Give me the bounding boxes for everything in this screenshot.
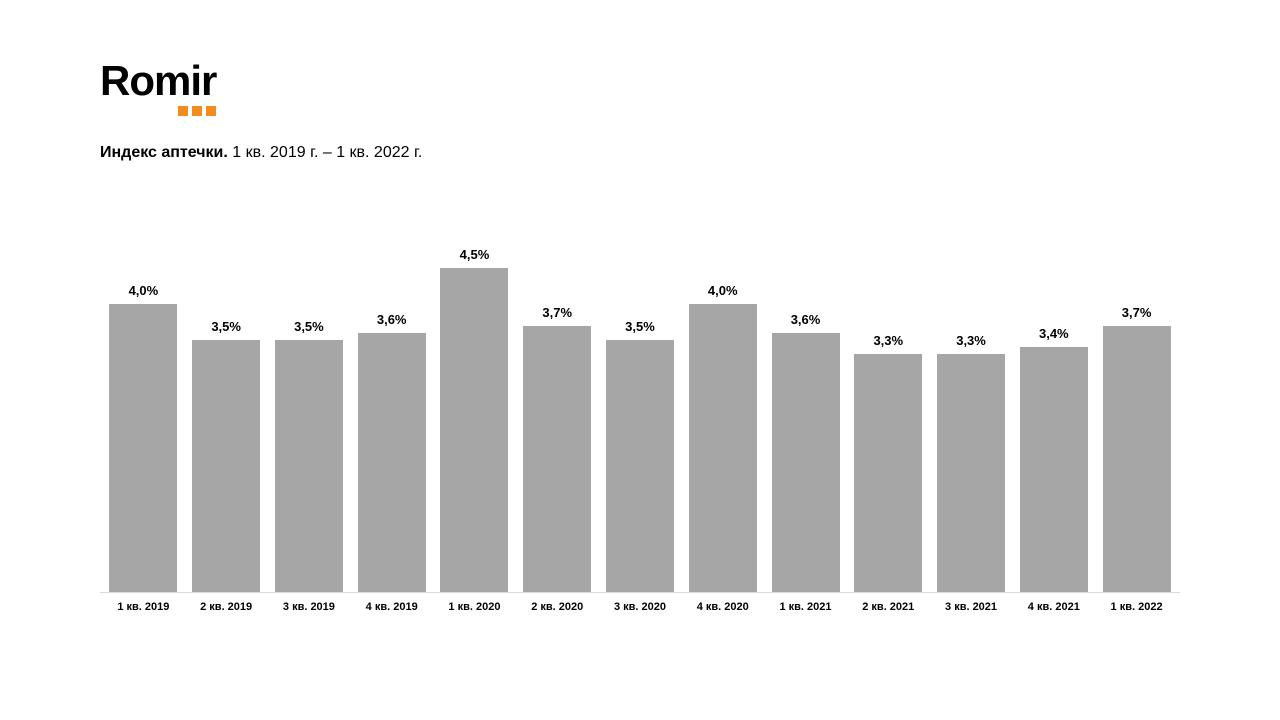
x-axis-label: 1 кв. 2022 — [1095, 601, 1178, 613]
bar — [1103, 326, 1171, 592]
x-axis-labels: 1 кв. 20192 кв. 20193 кв. 20194 кв. 2019… — [100, 593, 1180, 613]
logo-line: Romir — [100, 60, 216, 102]
x-axis-label: 3 кв. 2019 — [268, 601, 351, 613]
bar — [358, 333, 426, 592]
bar — [772, 333, 840, 592]
logo-accent-squares — [178, 106, 216, 116]
bar — [440, 268, 508, 592]
x-axis-label: 2 кв. 2021 — [847, 601, 930, 613]
bar-slot: 4,5% — [433, 202, 516, 592]
x-axis-label: 1 кв. 2019 — [102, 601, 185, 613]
bar-value-label: 3,3% — [956, 333, 986, 348]
plot-area: 4,0% 3,5% 3,5% 3,6% 4,5% 3,7% 3,5% 4,0% 3,6% 3,3%… — [100, 202, 1180, 593]
x-axis-label: 2 кв. 2020 — [516, 601, 599, 613]
x-axis-label: 1 кв. 2020 — [433, 601, 516, 613]
bar-value-label: 3,5% — [625, 319, 655, 334]
bar-slot: 3,3% — [930, 202, 1013, 592]
bar-value-label: 4,0% — [708, 283, 738, 298]
x-axis-label: 4 кв. 2020 — [681, 601, 764, 613]
bar — [689, 304, 757, 592]
logo-square-icon — [192, 106, 202, 116]
bar — [854, 354, 922, 592]
bar-slot: 3,5% — [185, 202, 268, 592]
bar — [192, 340, 260, 592]
bar — [523, 326, 591, 592]
logo-square-icon — [178, 106, 188, 116]
bar — [1020, 347, 1088, 592]
bar — [937, 354, 1005, 592]
bar-slot: 3,7% — [516, 202, 599, 592]
x-axis-label: 4 кв. 2021 — [1012, 601, 1095, 613]
bar-value-label: 3,3% — [873, 333, 903, 348]
x-axis-label: 3 кв. 2020 — [599, 601, 682, 613]
chart-title: Индекс аптечки. 1 кв. 2019 г. – 1 кв. 20… — [100, 144, 1180, 162]
bar — [275, 340, 343, 592]
bar-value-label: 3,6% — [791, 312, 821, 327]
title-bold: Индекс аптечки. — [100, 144, 228, 161]
logo-square-icon — [206, 106, 216, 116]
bar-chart: 4,0% 3,5% 3,5% 3,6% 4,5% 3,7% 3,5% 4,0% 3,6% 3,3%… — [100, 202, 1180, 613]
bar-slot: 3,5% — [268, 202, 351, 592]
bar-slot: 3,5% — [599, 202, 682, 592]
bar-slot: 3,3% — [847, 202, 930, 592]
x-axis-label: 4 кв. 2019 — [350, 601, 433, 613]
bar-value-label: 3,6% — [377, 312, 407, 327]
logo-text: Romir — [100, 57, 216, 104]
bar-value-label: 3,5% — [211, 319, 241, 334]
bar-slot: 3,6% — [350, 202, 433, 592]
x-axis-label: 1 кв. 2021 — [764, 601, 847, 613]
bar-slot: 3,6% — [764, 202, 847, 592]
brand-logo: Romir — [100, 60, 1180, 116]
bar-slot: 3,4% — [1012, 202, 1095, 592]
bar — [109, 304, 177, 592]
x-axis-label: 3 кв. 2021 — [930, 601, 1013, 613]
bar-slot: 4,0% — [102, 202, 185, 592]
bar-slot: 3,7% — [1095, 202, 1178, 592]
bar — [606, 340, 674, 592]
bar-value-label: 3,7% — [542, 305, 572, 320]
bar-value-label: 4,5% — [460, 247, 490, 262]
bar-value-label: 4,0% — [129, 283, 159, 298]
page-root: Romir Индекс аптечки. 1 кв. 2019 г. – 1 … — [0, 0, 1280, 720]
bar-slot: 4,0% — [681, 202, 764, 592]
bar-value-label: 3,5% — [294, 319, 324, 334]
bar-value-label: 3,7% — [1122, 305, 1152, 320]
bar-value-label: 3,4% — [1039, 326, 1069, 341]
title-range: 1 кв. 2019 г. – 1 кв. 2022 г. — [232, 144, 422, 161]
x-axis-label: 2 кв. 2019 — [185, 601, 268, 613]
